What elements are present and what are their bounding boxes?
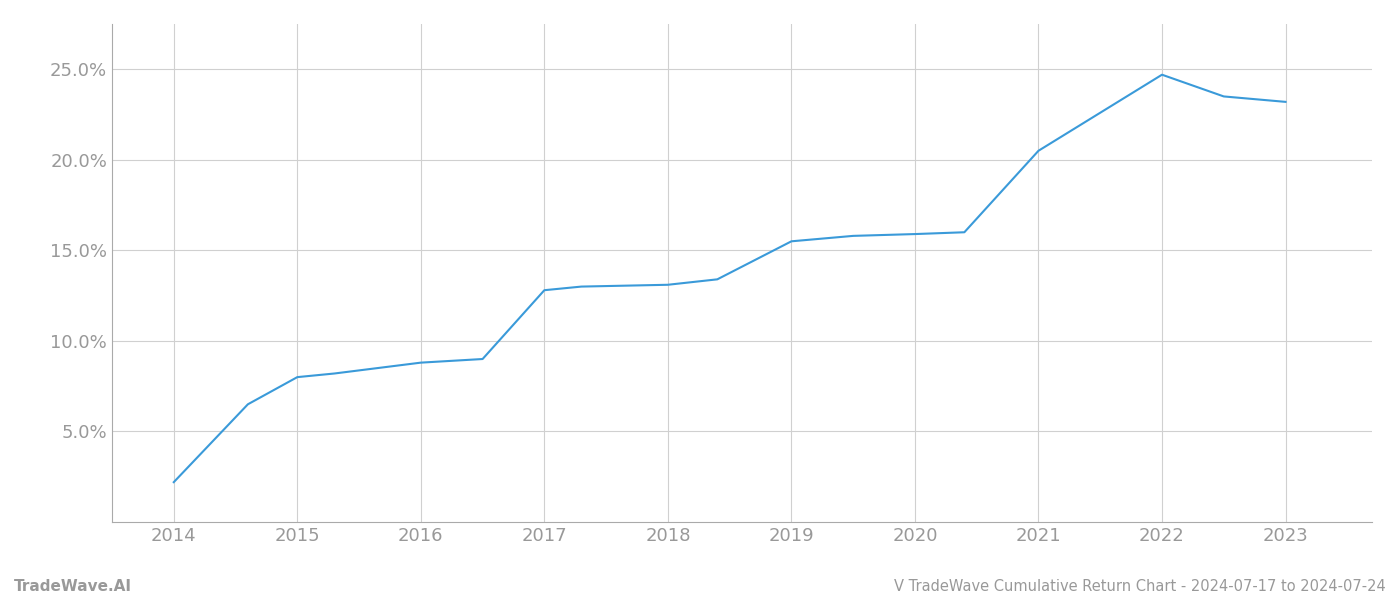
Text: TradeWave.AI: TradeWave.AI bbox=[14, 579, 132, 594]
Text: V TradeWave Cumulative Return Chart - 2024-07-17 to 2024-07-24: V TradeWave Cumulative Return Chart - 20… bbox=[895, 579, 1386, 594]
